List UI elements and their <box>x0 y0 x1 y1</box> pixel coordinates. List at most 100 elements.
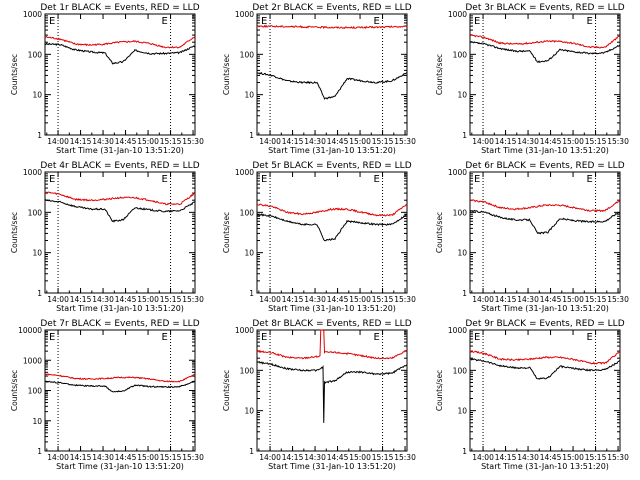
plot-frame <box>469 13 621 136</box>
series-events-line <box>256 71 408 100</box>
y-tick-label: 100 <box>28 50 43 59</box>
x-tick-label: 14:45 <box>115 453 137 462</box>
y-tick-label: 100 <box>453 50 468 59</box>
event-marker-label: E <box>162 16 168 27</box>
x-tick-label: 14:45 <box>540 453 562 462</box>
y-tick-label: 10 <box>457 91 467 100</box>
y-tick-label: 1 <box>462 131 467 140</box>
x-tick-label: 14:30 <box>92 453 114 462</box>
event-marker-label: E <box>162 332 168 343</box>
x-tick-label: 15:15 <box>585 295 607 304</box>
y-tick-label: 10 <box>32 249 42 258</box>
y-tick-label: 1000 <box>448 168 467 177</box>
y-tick-label: 10 <box>457 249 467 258</box>
y-axis-label: Counts/sec <box>222 54 231 95</box>
x-tick-label: 15:30 <box>607 453 629 462</box>
series-lld-line <box>44 35 196 49</box>
x-tick-label: 15:00 <box>349 295 371 304</box>
x-tick-label: 14:30 <box>517 453 539 462</box>
series-lld-line <box>256 203 408 217</box>
panel-4: Det 4r BLACK = Events, RED = LLD 1 10 100 10… <box>10 161 204 313</box>
x-tick-label: 15:30 <box>182 137 204 146</box>
x-tick-label: 14:45 <box>327 137 349 146</box>
panel-1: Det 1r BLACK = Events, RED = LLD 1 10 100 10… <box>10 3 204 155</box>
x-tick-label: 15:00 <box>137 295 159 304</box>
plot-frame <box>44 171 196 294</box>
series-lld-line <box>256 329 408 360</box>
x-tick-label: 14:45 <box>115 137 137 146</box>
panel-title: Det 6r BLACK = Events, RED = LLD <box>465 161 624 171</box>
x-tick-label: 15:30 <box>182 295 204 304</box>
event-marker-label: E <box>261 332 267 343</box>
y-axis-label: Counts/sec <box>435 370 444 411</box>
y-tick-label: 10000 <box>18 326 42 335</box>
event-marker-label: E <box>474 174 480 185</box>
y-tick-label: 1000 <box>23 168 42 177</box>
event-marker-label: E <box>261 174 267 185</box>
y-tick-label: 1000 <box>448 326 467 335</box>
x-tick-label: 14:45 <box>540 137 562 146</box>
x-tick-label: 14:15 <box>495 453 517 462</box>
x-tick-label: 15:30 <box>394 453 416 462</box>
x-tick-label: 15:30 <box>607 295 629 304</box>
panel-6: Det 6r BLACK = Events, RED = LLD 1 10 100 10… <box>435 161 629 313</box>
x-tick-label: 15:30 <box>394 295 416 304</box>
event-marker-label: E <box>474 16 480 27</box>
series-events-line <box>469 41 621 64</box>
y-tick-label: 1000 <box>448 10 467 19</box>
y-tick-label: 100 <box>240 50 255 59</box>
x-tick-label: 15:30 <box>182 453 204 462</box>
x-tick-label: 14:30 <box>304 453 326 462</box>
y-tick-label: 10 <box>244 407 254 416</box>
y-tick-label: 1 <box>462 289 467 298</box>
plot-frame <box>469 329 621 452</box>
x-tick-label: 15:15 <box>160 137 182 146</box>
series-lld-line <box>45 373 196 383</box>
y-axis-label: Counts/sec <box>222 212 231 253</box>
x-tick-label: 14:00 <box>259 137 281 146</box>
panel-2: Det 2r BLACK = Events, RED = LLD 1 10 100 10… <box>222 3 416 155</box>
panel-title: Det 1r BLACK = Events, RED = LLD <box>40 3 199 13</box>
x-tick-label: 14:30 <box>92 295 114 304</box>
x-tick-label: 14:15 <box>70 295 92 304</box>
panel-title: Det 5r BLACK = Events, RED = LLD <box>252 161 411 171</box>
y-tick-label: 10 <box>32 91 42 100</box>
x-tick-label: 15:15 <box>160 453 182 462</box>
x-tick-label: 15:15 <box>372 453 394 462</box>
y-tick-label: 100 <box>453 208 468 217</box>
x-axis-label: Start Time (31-Jan-10 13:51:20) <box>268 146 396 155</box>
x-tick-label: 14:00 <box>259 453 281 462</box>
x-tick-label: 14:15 <box>282 295 304 304</box>
x-axis-label: Start Time (31-Jan-10 13:51:20) <box>268 462 396 471</box>
y-tick-label: 10 <box>244 249 254 258</box>
plot-frame <box>44 13 196 136</box>
y-tick-label: 100 <box>240 366 255 375</box>
x-axis-label: Start Time (31-Jan-10 13:51:20) <box>268 304 396 313</box>
x-tick-label: 14:00 <box>472 453 494 462</box>
x-tick-label: 14:30 <box>517 137 539 146</box>
y-tick-label: 100 <box>453 366 468 375</box>
event-marker-label: E <box>587 174 593 185</box>
series-events-line <box>44 199 196 223</box>
y-tick-label: 1 <box>249 447 254 456</box>
series-events-line <box>44 42 196 65</box>
plot-frame <box>469 171 621 294</box>
y-tick-label: 1000 <box>235 326 254 335</box>
x-axis-label: Start Time (31-Jan-10 13:51:20) <box>56 146 184 155</box>
y-tick-label: 10 <box>32 417 42 426</box>
x-axis-label: Start Time (31-Jan-10 13:51:20) <box>481 462 609 471</box>
x-tick-label: 15:30 <box>394 137 416 146</box>
x-tick-label: 14:30 <box>304 137 326 146</box>
x-tick-label: 15:15 <box>585 453 607 462</box>
x-tick-label: 14:00 <box>472 295 494 304</box>
x-tick-label: 15:00 <box>349 453 371 462</box>
y-tick-label: 10 <box>244 91 254 100</box>
x-tick-label: 14:30 <box>517 295 539 304</box>
event-marker-label: E <box>587 16 593 27</box>
x-tick-label: 14:30 <box>92 137 114 146</box>
series-lld-line <box>44 191 196 206</box>
y-axis-label: Counts/sec <box>435 54 444 95</box>
panel-title: Det 2r BLACK = Events, RED = LLD <box>252 3 411 13</box>
x-tick-label: 14:00 <box>259 295 281 304</box>
x-tick-label: 15:00 <box>349 137 371 146</box>
